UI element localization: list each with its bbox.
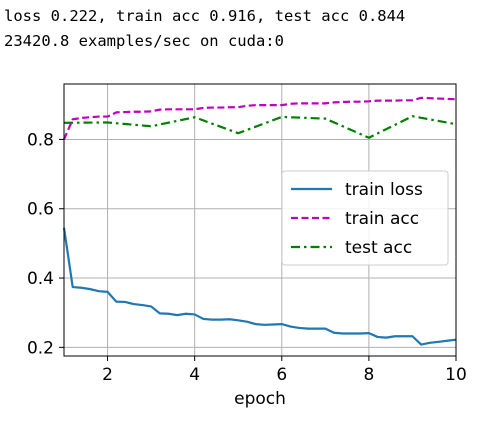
x-tick-label: 8 [363, 365, 374, 385]
legend-label: train acc [345, 209, 419, 229]
legend: train loss train acc test acc [281, 170, 449, 266]
y-tick-label: 0.8 [27, 130, 54, 150]
log-line-metrics: loss 0.222, train acc 0.916, test acc 0.… [4, 7, 406, 25]
legend-box [281, 170, 449, 266]
log-line-throughput: 23420.8 examples/sec on cuda:0 [4, 32, 284, 50]
x-axis-label: epoch [234, 389, 286, 409]
plot-frame [63, 83, 457, 357]
series-line-train-loss [62, 227, 457, 346]
legend-label: test acc [345, 238, 412, 258]
series-line-train-acc [62, 96, 457, 140]
series-line-test-acc [63, 115, 457, 139]
legend-label: train loss [345, 180, 423, 200]
y-tick-label: 0.2 [27, 338, 54, 358]
x-tick-label: 2 [102, 365, 113, 385]
y-tick-label: 0.4 [27, 269, 54, 289]
x-tick-label: 10 [445, 365, 467, 385]
training-log: loss 0.222, train acc 0.916, test acc 0.… [4, 4, 405, 54]
axis-ticks: 2 4 6 8 10 0.2 0.4 0.6 0.8 [27, 130, 467, 385]
x-tick-label: 4 [189, 365, 200, 385]
series-lines [62, 96, 457, 346]
x-tick-label: 6 [276, 365, 287, 385]
y-tick-label: 0.6 [27, 200, 54, 220]
